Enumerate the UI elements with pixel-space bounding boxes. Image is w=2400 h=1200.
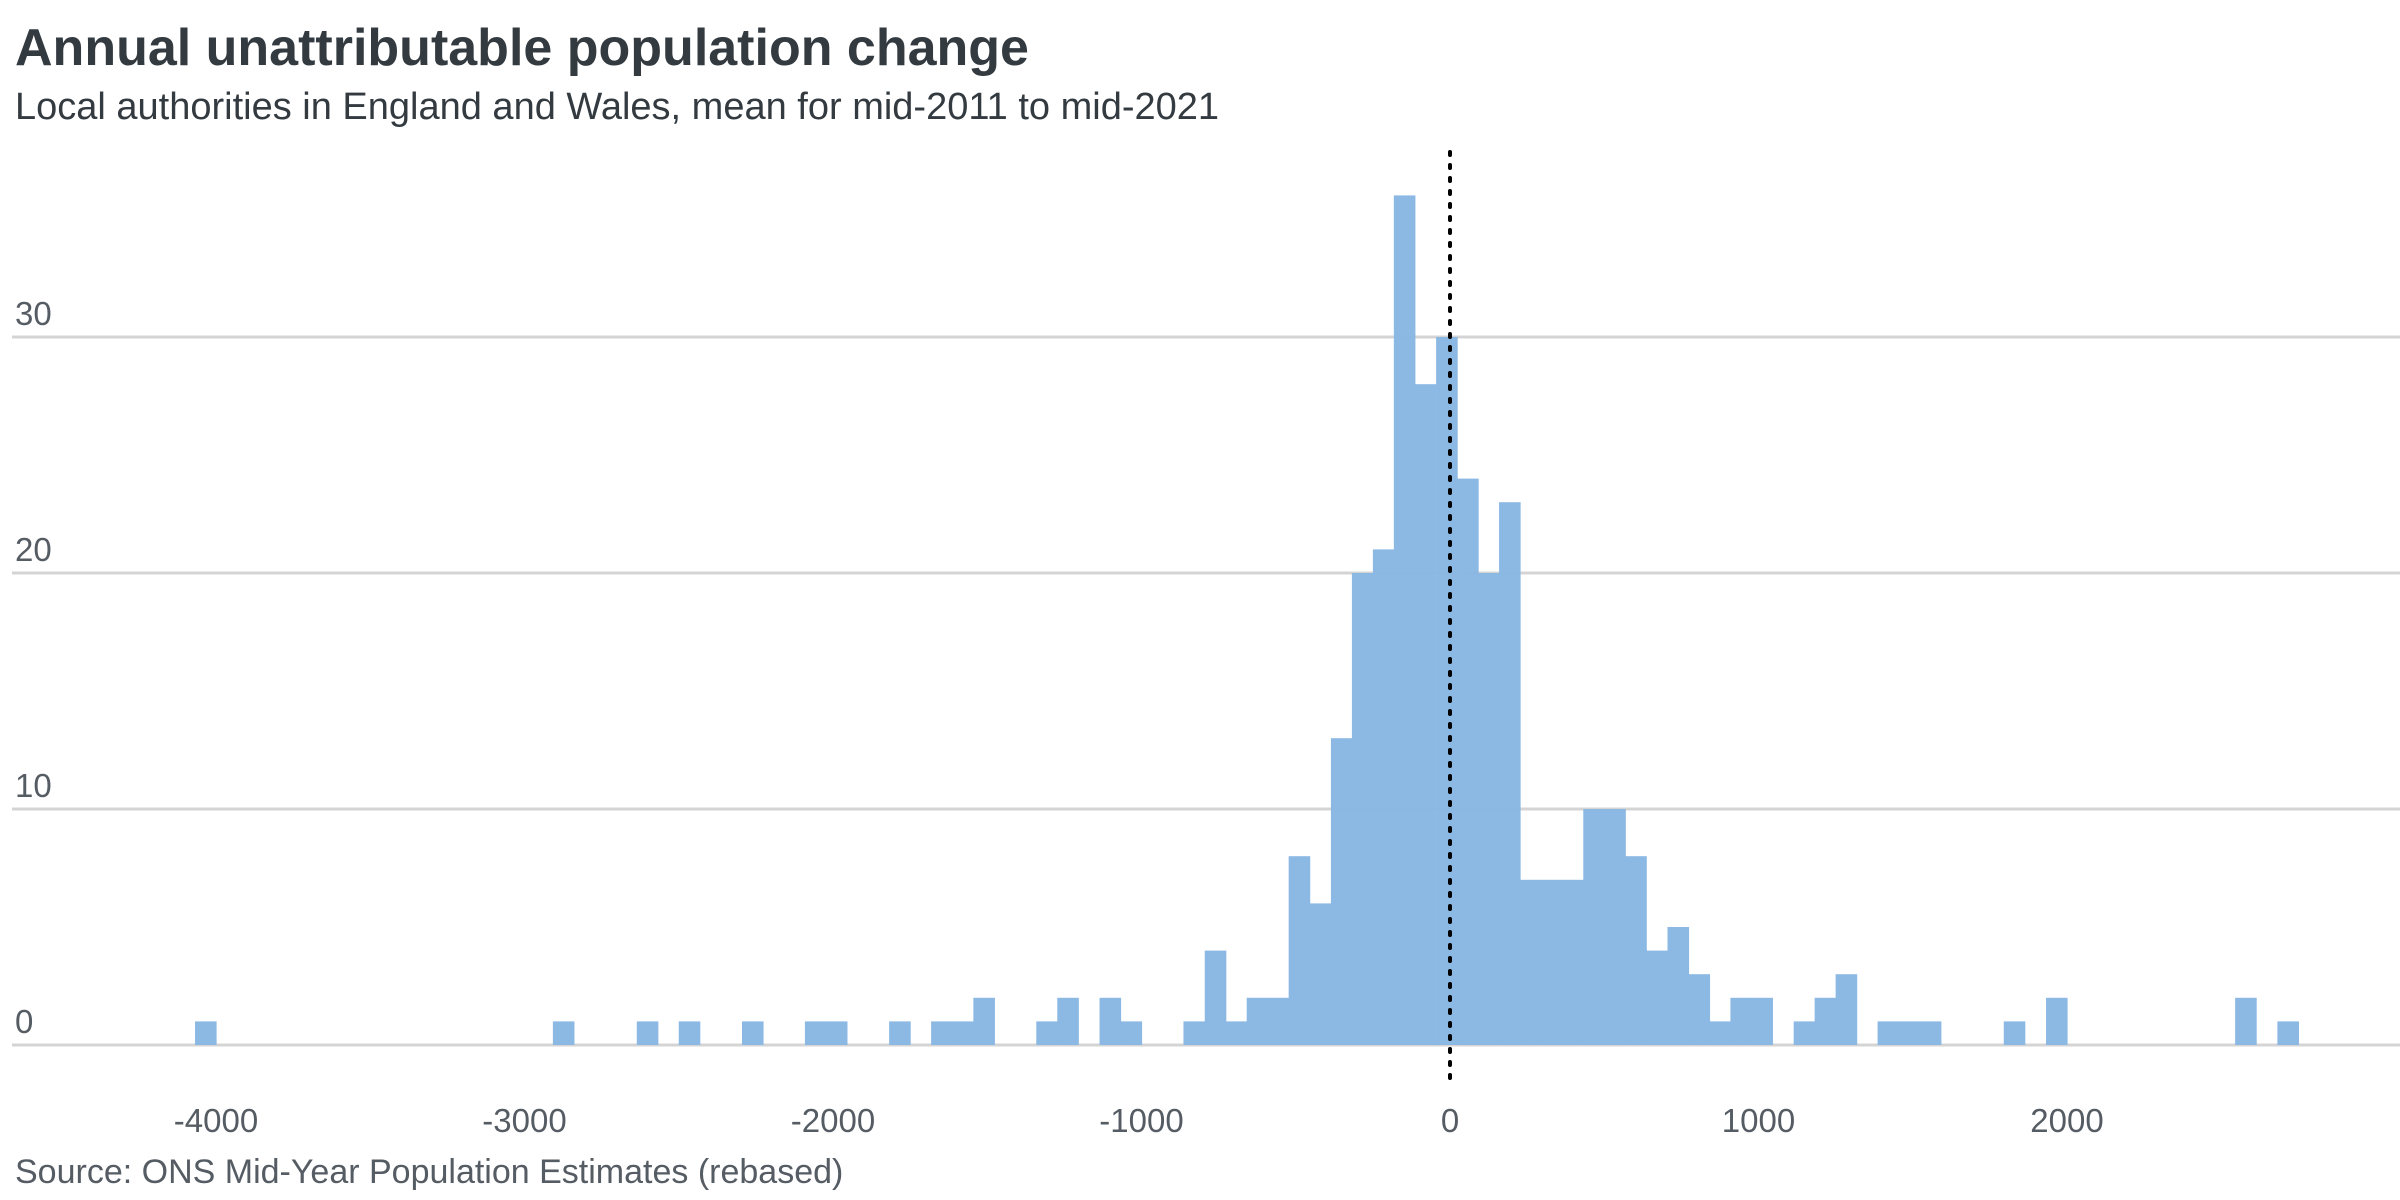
histogram-bar xyxy=(1436,337,1458,1045)
histogram-bar xyxy=(1688,974,1711,1045)
chart-subtitle: Local authorities in England and Wales, … xyxy=(15,86,1220,128)
histogram-bar xyxy=(1204,950,1227,1045)
histogram-bar xyxy=(1877,1021,1900,1045)
y-tick-label: 0 xyxy=(15,1003,33,1040)
histogram-bar xyxy=(973,997,995,1045)
histogram-bar xyxy=(1120,1021,1143,1045)
histogram-bar xyxy=(552,1021,575,1045)
x-axis-tick-labels: -4000 -3000 -2000 -1000 0 1000 2000 xyxy=(174,1102,2104,1139)
histogram-bar xyxy=(1246,997,1269,1045)
histogram-bar xyxy=(1583,809,1605,1045)
histogram-bar xyxy=(1919,1021,1942,1045)
histogram-bar xyxy=(1814,997,1837,1045)
histogram-bar xyxy=(1541,879,1563,1045)
x-tick-label: -2000 xyxy=(791,1102,875,1139)
histogram-bar xyxy=(1499,502,1521,1045)
histogram-bar xyxy=(2046,997,2068,1045)
histogram-bar xyxy=(636,1021,659,1045)
chart-title: Annual unattributable population change xyxy=(15,19,1029,77)
histogram-bar xyxy=(952,1021,974,1045)
histogram-bar xyxy=(1057,997,1079,1045)
histogram-bar xyxy=(1099,997,1122,1045)
histogram-bar xyxy=(1667,927,1690,1045)
histogram-bar xyxy=(1309,903,1332,1045)
histogram-bar xyxy=(1267,997,1290,1045)
histogram-bar xyxy=(678,1021,701,1045)
histogram-bar xyxy=(1393,195,1416,1045)
histogram-bar xyxy=(1793,1021,1816,1045)
histogram-bar xyxy=(1520,879,1542,1045)
y-tick-label: 30 xyxy=(15,295,52,332)
gridlines xyxy=(12,335,2400,1047)
x-tick-label: 2000 xyxy=(2030,1102,2103,1139)
histogram-bar xyxy=(1709,1021,1732,1045)
histogram-bar xyxy=(1751,997,1773,1045)
histogram-bar xyxy=(931,1021,953,1045)
histogram-bar xyxy=(889,1021,911,1045)
histogram-bar xyxy=(804,1021,827,1045)
histogram-bar xyxy=(1835,974,1858,1045)
y-axis-tick-labels: 0 10 20 30 xyxy=(15,295,52,1040)
histogram-bar xyxy=(1604,809,1626,1045)
histogram-bar xyxy=(2235,997,2257,1045)
histogram-bar xyxy=(825,1021,848,1045)
histogram-bar xyxy=(1351,573,1374,1045)
histogram-bar xyxy=(1478,573,1500,1045)
x-tick-label: 0 xyxy=(1441,1102,1459,1139)
histogram-bar xyxy=(1457,478,1479,1046)
histogram-bar xyxy=(1730,997,1753,1045)
histogram-bar xyxy=(1288,856,1311,1045)
source-note: Source: ONS Mid-Year Population Estimate… xyxy=(15,1153,844,1191)
y-tick-label: 20 xyxy=(15,531,52,568)
histogram-bar xyxy=(741,1021,764,1045)
histogram-bar xyxy=(195,1021,217,1045)
histogram-bar xyxy=(1646,950,1668,1045)
histogram-bar xyxy=(1330,738,1353,1045)
histogram-bar xyxy=(1414,384,1437,1045)
x-tick-label: -4000 xyxy=(174,1102,258,1139)
y-tick-label: 10 xyxy=(15,767,52,804)
histogram-bar xyxy=(1225,1021,1248,1045)
x-tick-label: -3000 xyxy=(482,1102,566,1139)
histogram-bar xyxy=(2003,1021,2026,1045)
histogram-bar xyxy=(1562,879,1584,1045)
histogram-bars xyxy=(195,195,2299,1046)
histogram-bar xyxy=(1183,1021,1206,1045)
histogram-bar xyxy=(1036,1021,1058,1045)
histogram-bar xyxy=(1625,856,1647,1045)
x-tick-label: 1000 xyxy=(1722,1102,1795,1139)
x-tick-label: -1000 xyxy=(1099,1102,1183,1139)
histogram-bar xyxy=(1372,549,1395,1045)
histogram-bar xyxy=(1898,1021,1921,1045)
histogram-bar xyxy=(2277,1021,2299,1045)
